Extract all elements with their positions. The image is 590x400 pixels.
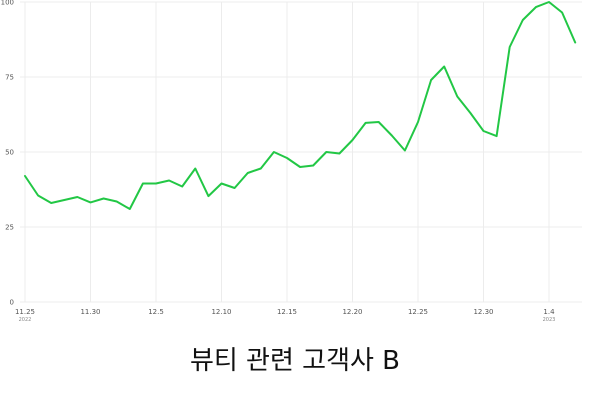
data-point bbox=[247, 172, 249, 174]
data-point bbox=[509, 46, 511, 48]
y-tick-label: 0 bbox=[10, 299, 14, 307]
x-tick-label: 12.25 bbox=[408, 308, 428, 316]
x-tick-label: 12.15 bbox=[277, 308, 297, 316]
y-axis-ticks: 0 25 50 75 100 bbox=[1, 0, 14, 307]
data-point bbox=[338, 153, 340, 155]
data-point bbox=[443, 66, 445, 68]
data-point bbox=[50, 202, 52, 204]
data-point bbox=[142, 183, 144, 185]
data-point bbox=[168, 180, 170, 182]
data-point bbox=[469, 112, 471, 114]
x-tick-label: 12.10 bbox=[211, 308, 231, 316]
data-point bbox=[522, 19, 524, 21]
y-tick-label: 75 bbox=[5, 74, 14, 82]
data-point bbox=[404, 150, 406, 152]
data-point bbox=[561, 12, 563, 14]
data-point bbox=[535, 6, 537, 8]
data-point bbox=[103, 198, 105, 200]
x-tick-label: 11.30 bbox=[80, 308, 100, 316]
data-point bbox=[548, 1, 550, 3]
x-tick-year-label: 2022 bbox=[19, 317, 32, 323]
data-point bbox=[129, 208, 131, 210]
data-point bbox=[155, 183, 157, 185]
x-tick-label: 12.5 bbox=[148, 308, 164, 316]
x-tick-year-label: 2023 bbox=[543, 317, 556, 323]
x-tick-label: 1.4 bbox=[543, 308, 555, 316]
data-point bbox=[24, 175, 26, 177]
data-point bbox=[365, 122, 367, 124]
data-point bbox=[194, 168, 196, 170]
data-point bbox=[221, 183, 223, 185]
data-point bbox=[430, 79, 432, 81]
data-point bbox=[391, 135, 393, 137]
data-point bbox=[63, 199, 65, 201]
data-point bbox=[181, 186, 183, 188]
chart-grid bbox=[20, 1, 582, 303]
chart-caption: 뷰티 관련 고객사 B bbox=[189, 346, 401, 376]
data-point bbox=[456, 96, 458, 98]
data-point bbox=[483, 130, 485, 132]
data-point bbox=[234, 187, 236, 189]
y-tick-label: 100 bbox=[1, 0, 14, 7]
data-point bbox=[378, 121, 380, 123]
data-point bbox=[207, 195, 209, 197]
data-point bbox=[37, 195, 39, 197]
data-point bbox=[273, 151, 275, 153]
data-point bbox=[260, 168, 262, 170]
data-point bbox=[299, 166, 301, 168]
y-tick-label: 25 bbox=[5, 224, 14, 232]
data-point bbox=[116, 201, 118, 203]
data-point bbox=[76, 196, 78, 198]
data-point bbox=[90, 201, 92, 203]
x-tick-label: 11.25 bbox=[15, 308, 35, 316]
data-point bbox=[574, 42, 576, 44]
data-point bbox=[325, 151, 327, 153]
data-point bbox=[417, 121, 419, 123]
data-point bbox=[352, 139, 354, 141]
data-point bbox=[496, 135, 498, 137]
data-point bbox=[286, 157, 288, 159]
y-tick-label: 50 bbox=[5, 149, 14, 157]
x-tick-label: 12.30 bbox=[473, 308, 493, 316]
series-points bbox=[24, 1, 576, 210]
x-tick-label: 12.20 bbox=[342, 308, 362, 316]
series-line bbox=[24, 1, 577, 210]
data-point bbox=[312, 165, 314, 167]
